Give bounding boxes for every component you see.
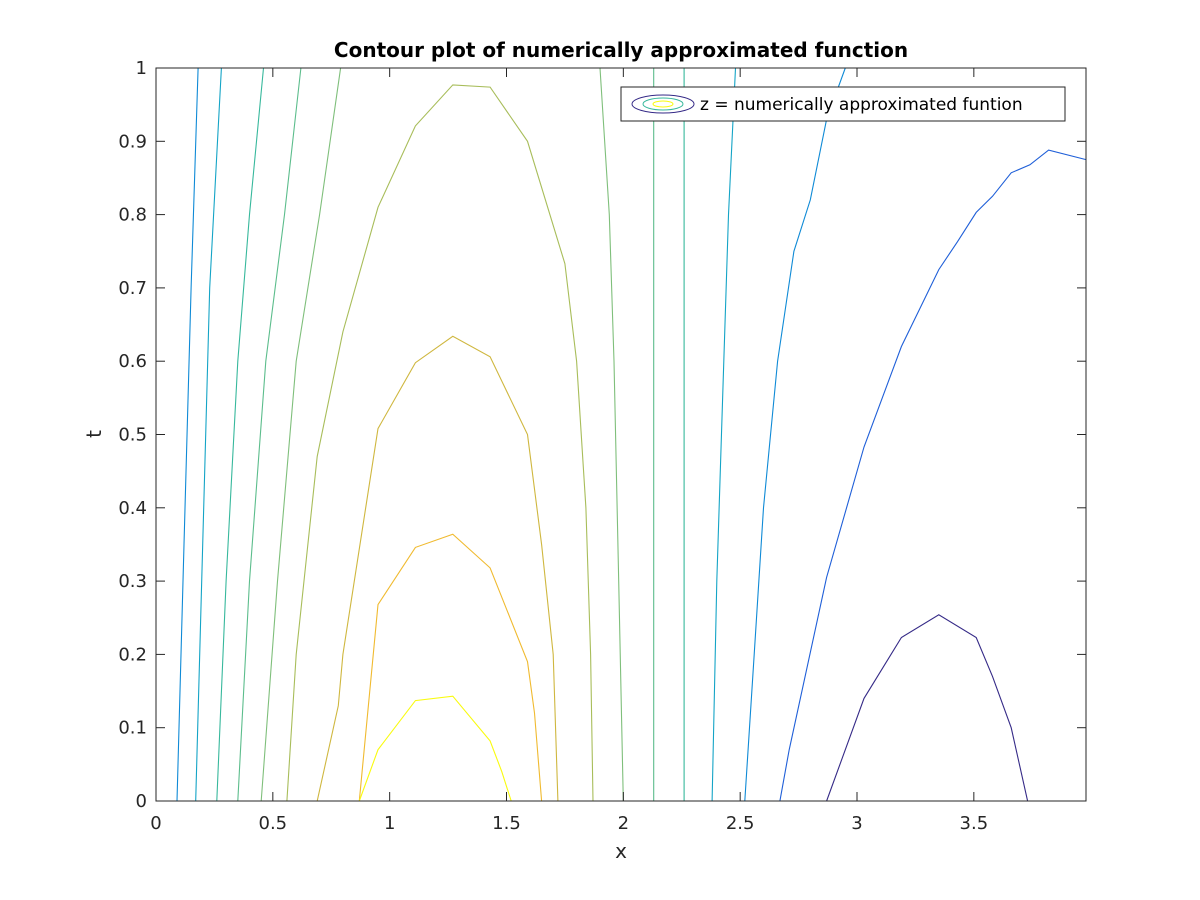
- contour-line-3: [176, 67, 199, 802]
- contour-line-1: [826, 614, 1029, 802]
- x-tick-label: 1.5: [492, 813, 521, 834]
- y-tick-label: 0: [136, 791, 147, 812]
- y-tick-label: 0.8: [118, 205, 147, 226]
- contour-line-16: [358, 695, 512, 802]
- x-tick-label: 0.5: [259, 813, 288, 834]
- y-tick-label: 1: [136, 58, 147, 79]
- y-axis-label: t: [82, 430, 106, 438]
- contour-line-4: [744, 67, 846, 802]
- x-tick-label: 2: [618, 813, 629, 834]
- x-tick-label: 2.5: [726, 813, 755, 834]
- contour-line-6: [711, 67, 737, 802]
- x-tick-label: 3: [851, 813, 862, 834]
- y-tick-label: 0.5: [118, 425, 147, 446]
- y-tick-label: 0.7: [118, 278, 147, 299]
- legend[interactable]: z = numerically approximated funtion: [620, 86, 1066, 122]
- x-axis-ticks: 0 0.5 1 1.5 2 2.5 3 3.5: [150, 68, 988, 834]
- contour-line-7: [216, 67, 265, 802]
- y-tick-label: 0.4: [118, 498, 147, 519]
- contour-line-14: [316, 335, 559, 802]
- x-axis-label: x: [615, 839, 627, 863]
- x-tick-label: 1: [384, 813, 395, 834]
- y-tick-label: 0.1: [118, 718, 147, 739]
- legend-entry-label: z = numerically approximated funtion: [700, 95, 1023, 115]
- y-tick-label: 0.9: [118, 131, 147, 152]
- y-tick-label: 0.3: [118, 571, 147, 592]
- contour-line-9: [237, 67, 302, 802]
- legend-box: [620, 86, 1066, 122]
- x-tick-label: 0: [150, 813, 161, 834]
- legend-contour-icon: [631, 94, 695, 114]
- contour-line-2: [779, 149, 1087, 802]
- y-tick-label: 0.6: [118, 351, 147, 372]
- chart-title: Contour plot of numerically approximated…: [334, 38, 908, 62]
- contour-line-15: [358, 533, 543, 802]
- y-tick-label: 0.2: [118, 644, 147, 665]
- contour-layer: [176, 67, 1087, 802]
- contour-line-13: [286, 84, 594, 802]
- contour-line-11: [260, 67, 342, 802]
- contour-line-12: [599, 67, 624, 802]
- contour-line-5: [195, 67, 222, 802]
- x-tick-label: 3.5: [960, 813, 989, 834]
- y-axis-ticks: 0 0.1 0.2 0.3 0.4 0.5 0.6 0.7 0.8 0.9 1: [118, 58, 1086, 812]
